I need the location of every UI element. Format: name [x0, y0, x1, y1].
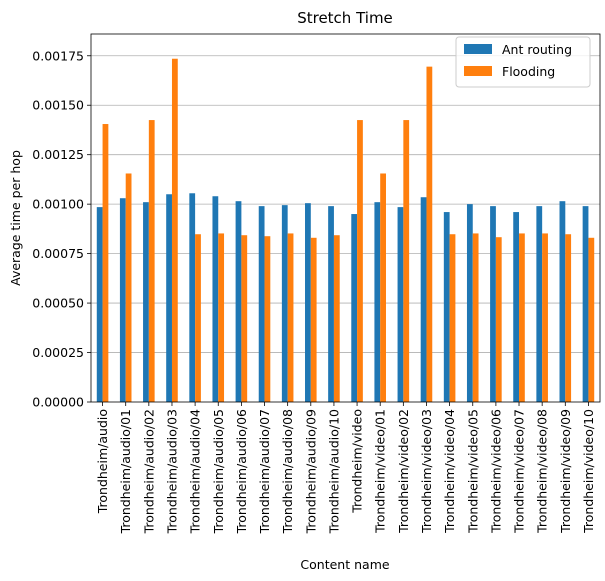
x-tick-label: Trondheim/audio/07 [257, 409, 272, 534]
x-tick-label: Trondheim/video [350, 409, 365, 514]
bar-ant-routing [166, 194, 172, 402]
bar-ant-routing [513, 212, 520, 402]
bar-ant-routing [96, 207, 103, 402]
bar-ant-routing [536, 206, 543, 402]
bar-flooding [171, 58, 178, 403]
bar-flooding [495, 237, 502, 402]
legend-label-ant-routing: Ant routing [502, 42, 572, 57]
x-tick-label: Trondheim/video/05 [465, 409, 480, 534]
x-tick-label: Trondheim/audio/09 [303, 409, 318, 534]
bar-ant-routing [582, 206, 589, 402]
bar-ant-routing [189, 193, 196, 402]
bar-flooding [449, 234, 456, 402]
bar-ant-routing [328, 206, 334, 402]
bar-ant-routing [420, 197, 427, 402]
bar-flooding [218, 233, 225, 402]
bar-ant-routing [258, 206, 265, 402]
bar-ant-routing [490, 206, 496, 402]
bar-ant-routing [374, 202, 381, 402]
bar-flooding [195, 234, 201, 402]
x-tick-label: Trondheim/audio/05 [211, 409, 226, 534]
x-tick-label: Trondheim/audio/06 [234, 409, 249, 534]
bar-flooding [519, 233, 525, 402]
bar-ant-routing [281, 205, 288, 402]
axes [90, 33, 601, 403]
bar-flooding [287, 233, 294, 402]
bar-ant-routing [119, 198, 126, 402]
x-tick-label: Trondheim/video/09 [558, 409, 573, 534]
bar-flooding [426, 66, 433, 402]
y-tick-label: 0.00100 [32, 197, 84, 212]
legend: Ant routing Flooding [455, 36, 591, 88]
bar-ant-routing [559, 201, 566, 402]
y-tick-label: 0.00150 [32, 98, 84, 113]
x-ticks: Trondheim/audio Trondheim/audio/01 Trondhe… [95, 402, 596, 534]
bar-flooding [565, 234, 572, 402]
bar-flooding [264, 236, 271, 402]
bar-ant-routing [143, 202, 149, 402]
x-tick-label: Trondheim/audio/10 [326, 409, 341, 534]
x-tick-label: Trondheim/audio/04 [188, 409, 203, 534]
x-tick-label: Trondheim/video/07 [512, 409, 527, 534]
x-tick-label: Trondheim/video/08 [535, 409, 550, 534]
bar-flooding [102, 124, 109, 402]
plot-frame [90, 33, 601, 403]
x-tick-label: Trondheim/video/01 [373, 409, 388, 534]
bar-flooding [148, 120, 155, 402]
y-tick-label: 0.00050 [32, 296, 84, 311]
bar-ant-routing [305, 203, 311, 402]
bar-flooding [333, 235, 340, 402]
bar-flooding [241, 235, 248, 402]
bar-flooding [125, 173, 132, 402]
x-tick-label: Trondheim/video/03 [419, 409, 434, 534]
legend-swatch-flooding [464, 66, 492, 76]
bar-flooding [403, 120, 410, 402]
y-tick-label: 0.00125 [32, 147, 84, 162]
y-tick-label: 0.00000 [32, 395, 84, 410]
x-tick-label: Trondheim/video/04 [442, 409, 457, 534]
bar-flooding [472, 233, 479, 402]
bar-ant-routing [351, 214, 358, 402]
y-tick-label: 0.00025 [32, 345, 84, 360]
bar-ant-routing [212, 196, 219, 402]
bar-ant-routing [443, 212, 450, 402]
x-tick-label: Trondheim/video/10 [581, 409, 596, 534]
bar-flooding [310, 237, 317, 402]
x-tick-label: Trondheim/audio/08 [280, 409, 295, 534]
x-tick-label: Trondheim/video/06 [488, 409, 503, 534]
bar-flooding [357, 120, 363, 402]
legend-swatch-ant-routing [464, 44, 492, 54]
x-tick-label: Trondheim/video/02 [396, 409, 411, 534]
chart-title: Stretch Time [297, 9, 393, 27]
x-axis-label: Content name [300, 557, 389, 572]
x-tick-label: Trondheim/audio/03 [164, 409, 179, 534]
legend-label-flooding: Flooding [502, 64, 555, 79]
bar-ant-routing [235, 201, 242, 402]
bar-flooding [542, 233, 548, 402]
x-tick-label: Trondheim/audio/02 [141, 409, 156, 534]
y-ticks: 0.00000 0.00025 0.00050 0.00075 0.00100 0.001… [32, 48, 91, 410]
y-tick-label: 0.00075 [32, 246, 84, 261]
bar-flooding [380, 173, 386, 402]
bar-flooding [588, 237, 595, 402]
x-tick-label: Trondheim/audio [95, 409, 110, 514]
x-tick-label: Trondheim/audio/01 [118, 409, 133, 534]
bars [96, 58, 595, 403]
y-tick-label: 0.00175 [32, 48, 84, 63]
bar-ant-routing [397, 207, 404, 402]
bar-ant-routing [466, 204, 473, 402]
y-axis-label: Average time per hop [8, 150, 23, 286]
